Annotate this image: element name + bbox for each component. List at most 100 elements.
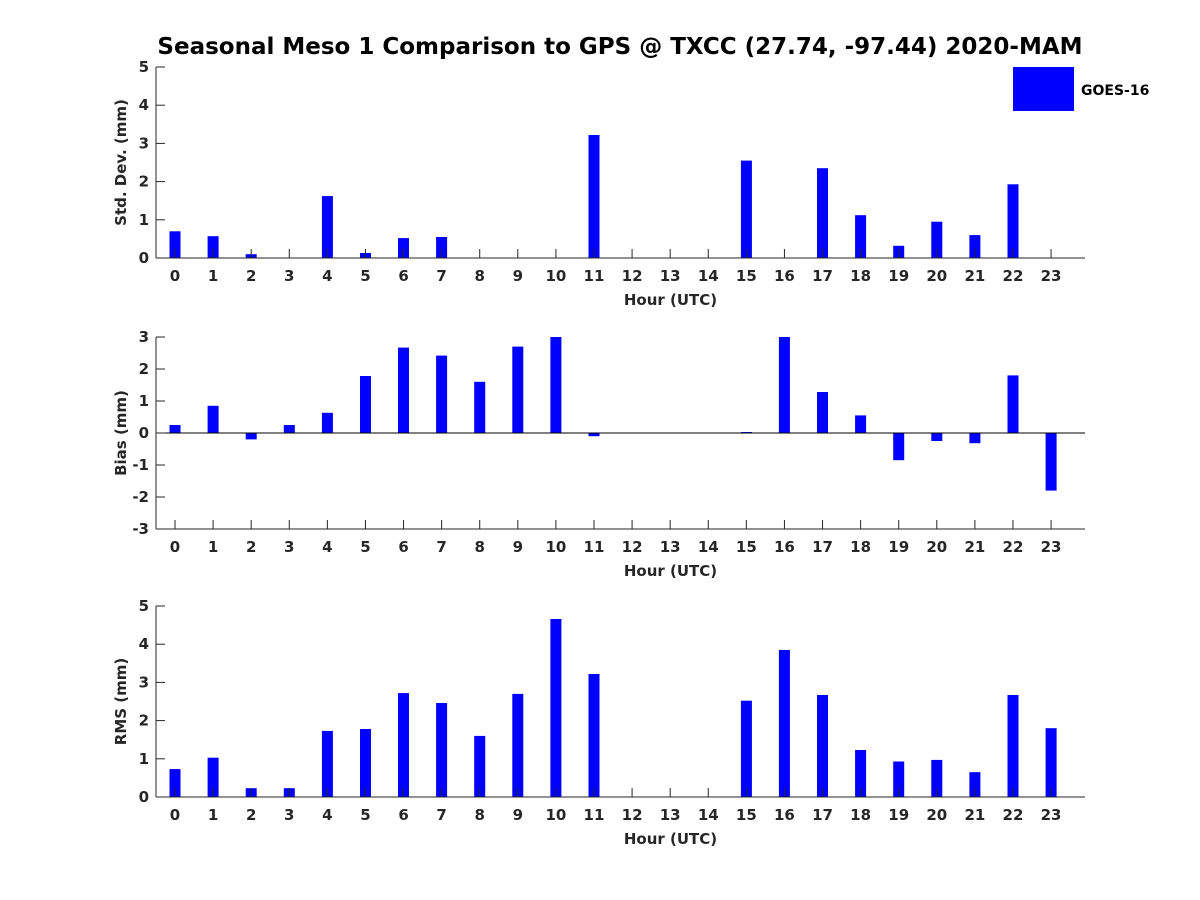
bias-x-tick-label: 13: [660, 538, 681, 556]
bias-x-tick-label: 16: [774, 538, 795, 556]
rms-x-tick-label: 20: [926, 806, 947, 824]
rms-x-tick-label: 2: [246, 806, 256, 824]
rms-x-tick-label: 16: [774, 806, 795, 824]
bias-x-tick-label: 0: [170, 538, 180, 556]
std-dev-bar-hour-21: [969, 235, 981, 258]
rms-x-tick-label: 6: [398, 806, 408, 824]
rms-y-tick-label: 5: [139, 597, 149, 615]
bias-x-tick-label: 20: [926, 538, 947, 556]
std-dev-x-tick-label: 9: [513, 267, 523, 285]
std-dev-bar-hour-6: [398, 238, 409, 258]
bias-x-tick-label: 15: [736, 538, 757, 556]
std-dev-x-tick-label: 5: [360, 267, 370, 285]
bias-bar-hour-10: [550, 337, 562, 433]
bias-x-tick-label: 6: [398, 538, 408, 556]
bias-bar-hour-7: [436, 355, 448, 433]
rms-x-tick-label: 19: [888, 806, 909, 824]
std-dev-x-tick-label: 7: [436, 267, 446, 285]
rms-x-tick-label: 15: [736, 806, 757, 824]
rms-x-tick-label: 14: [698, 806, 719, 824]
bias-bar-hour-0: [169, 425, 181, 433]
bias-x-tick-label: 19: [888, 538, 909, 556]
std-dev-y-tick-label: 3: [139, 134, 149, 152]
std-dev-y-axis-label: Std. Dev. (mm): [112, 99, 130, 226]
bias-x-tick-label: 18: [850, 538, 871, 556]
bias-x-tick-label: 2: [246, 538, 256, 556]
rms-x-tick-label: 8: [475, 806, 485, 824]
bias-y-tick-label: 1: [139, 392, 149, 410]
std-dev-x-tick-label: 22: [1003, 267, 1024, 285]
rms-x-tick-label: 3: [284, 806, 294, 824]
bias-bar-hour-16: [778, 337, 790, 433]
rms-bar-hour-15: [740, 700, 752, 797]
rms-bar-hour-22: [1007, 695, 1019, 797]
rms-bar-hour-7: [436, 703, 448, 797]
rms-bar-hour-20: [931, 759, 943, 797]
rms-bar-hour-5: [360, 729, 371, 797]
rms-x-tick-label: 17: [812, 806, 833, 824]
bias-y-tick-label: -2: [132, 488, 149, 506]
std-dev-bar-hour-4: [321, 196, 333, 258]
std-dev-x-tick-label: 2: [246, 267, 256, 285]
std-dev-x-tick-label: 20: [926, 267, 947, 285]
bias-bar-hour-9: [512, 346, 524, 433]
std-dev-x-tick-label: 8: [475, 267, 485, 285]
rms-x-tick-label: 11: [584, 806, 605, 824]
bias-x-tick-label: 14: [698, 538, 719, 556]
rms-x-tick-label: 21: [964, 806, 985, 824]
rms-y-tick-label: 1: [139, 750, 149, 768]
rms-y-tick-label: 3: [139, 673, 149, 691]
rms-x-tick-label: 22: [1003, 806, 1024, 824]
legend-swatch-goes-16: [1013, 67, 1074, 111]
rms-x-tick-label: 7: [436, 806, 446, 824]
bias-y-tick-label: -3: [132, 520, 149, 538]
std-dev-bar-hour-0: [169, 231, 181, 258]
bias-bar-hour-22: [1007, 375, 1019, 433]
bias-bar-hour-21: [969, 433, 981, 444]
std-dev-y-tick-label: 5: [139, 58, 149, 76]
rms-y-tick-label: 0: [139, 788, 149, 806]
bias-x-tick-label: 23: [1041, 538, 1062, 556]
bias-y-tick-label: -1: [132, 456, 149, 474]
rms-bar-hour-0: [169, 769, 181, 797]
std-dev-x-tick-label: 0: [170, 267, 180, 285]
bias-x-tick-label: 8: [475, 538, 485, 556]
rms-bar-hour-23: [1045, 728, 1057, 797]
bias-y-tick-label: 3: [139, 328, 149, 346]
rms-bar-hour-10: [550, 619, 562, 797]
std-dev-x-tick-label: 17: [812, 267, 833, 285]
bias-bar-hour-4: [321, 412, 333, 433]
legend: GOES-16: [1013, 67, 1149, 111]
bias-bar-hour-8: [474, 381, 486, 433]
bias-bar-hour-18: [855, 415, 867, 433]
rms-bar-hour-9: [512, 693, 524, 797]
bias-x-tick-label: 21: [964, 538, 985, 556]
std-dev-x-tick-label: 1: [208, 267, 218, 285]
bias-x-tick-label: 22: [1003, 538, 1024, 556]
rms-x-tick-label: 0: [170, 806, 180, 824]
std-dev-x-tick-label: 6: [398, 267, 408, 285]
rms-bar-hour-19: [893, 761, 905, 797]
bias-x-tick-label: 3: [284, 538, 294, 556]
rms-x-tick-label: 23: [1041, 806, 1062, 824]
std-dev-x-tick-label: 11: [584, 267, 605, 285]
std-dev-x-tick-label: 10: [545, 267, 566, 285]
std-dev-x-tick-label: 19: [888, 267, 909, 285]
rms-x-tick-label: 9: [513, 806, 523, 824]
std-dev-bar-hour-17: [817, 168, 828, 258]
rms-y-tick-label: 4: [139, 635, 149, 653]
rms-bar-hour-11: [588, 674, 600, 797]
bias-bar-hour-19: [893, 433, 905, 461]
std-dev-bar-hour-7: [436, 237, 448, 258]
rms-x-tick-label: 1: [208, 806, 218, 824]
std-dev-x-tick-label: 23: [1041, 267, 1062, 285]
bias-x-tick-label: 12: [622, 538, 643, 556]
rms-bar-hour-8: [474, 735, 486, 797]
std-dev-x-tick-label: 16: [774, 267, 795, 285]
std-dev-x-tick-label: 18: [850, 267, 871, 285]
rms-y-tick-label: 2: [139, 712, 149, 730]
